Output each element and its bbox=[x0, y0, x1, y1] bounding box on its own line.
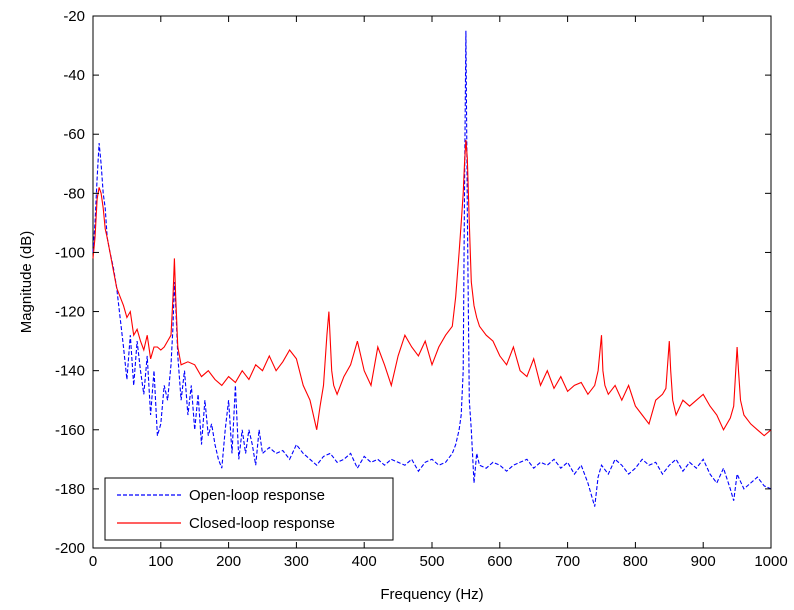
x-tick-label: 500 bbox=[419, 553, 444, 570]
x-tick-label: 700 bbox=[555, 553, 580, 570]
x-tick-label: 300 bbox=[284, 553, 309, 570]
y-tick-label: -180 bbox=[55, 481, 85, 498]
series-open-loop-line bbox=[92, 30, 772, 507]
legend-label: Open-loop response bbox=[189, 487, 325, 504]
x-tick-label: 0 bbox=[89, 553, 97, 570]
x-tick-label: 100 bbox=[148, 553, 173, 570]
legend-label: Closed-loop response bbox=[189, 515, 335, 532]
x-tick-label: 400 bbox=[352, 553, 377, 570]
series-closed-loop-line bbox=[92, 140, 772, 437]
y-axis-label: Magnitude (dB) bbox=[18, 231, 35, 334]
y-tick-label: -60 bbox=[63, 126, 85, 143]
x-axis-label: Frequency (Hz) bbox=[380, 586, 483, 603]
ticks-layer: 0 100 200 300 400 500 600 700 800 900 1000 -200 -180… bbox=[55, 8, 788, 570]
x-tick-label: 1000 bbox=[754, 553, 787, 570]
y-tick-label: -40 bbox=[63, 67, 85, 84]
y-tick-label: -100 bbox=[55, 244, 85, 261]
x-tick-label: 600 bbox=[487, 553, 512, 570]
series-layer bbox=[92, 30, 772, 507]
y-tick-label: -120 bbox=[55, 304, 85, 321]
plot-frame bbox=[92, 15, 772, 549]
legend: Open-loop response Closed-loop response bbox=[104, 477, 394, 541]
legend-box bbox=[104, 477, 394, 541]
x-tick-label: 200 bbox=[216, 553, 241, 570]
x-tick-label: 800 bbox=[623, 553, 648, 570]
plot-area bbox=[92, 15, 772, 549]
y-tick-label: -80 bbox=[63, 185, 85, 202]
y-tick-label: -140 bbox=[55, 363, 85, 380]
y-tick-label: -20 bbox=[63, 8, 85, 25]
x-tick-label: 900 bbox=[691, 553, 716, 570]
y-tick-label: -200 bbox=[55, 540, 85, 557]
y-tick-label: -160 bbox=[55, 422, 85, 439]
